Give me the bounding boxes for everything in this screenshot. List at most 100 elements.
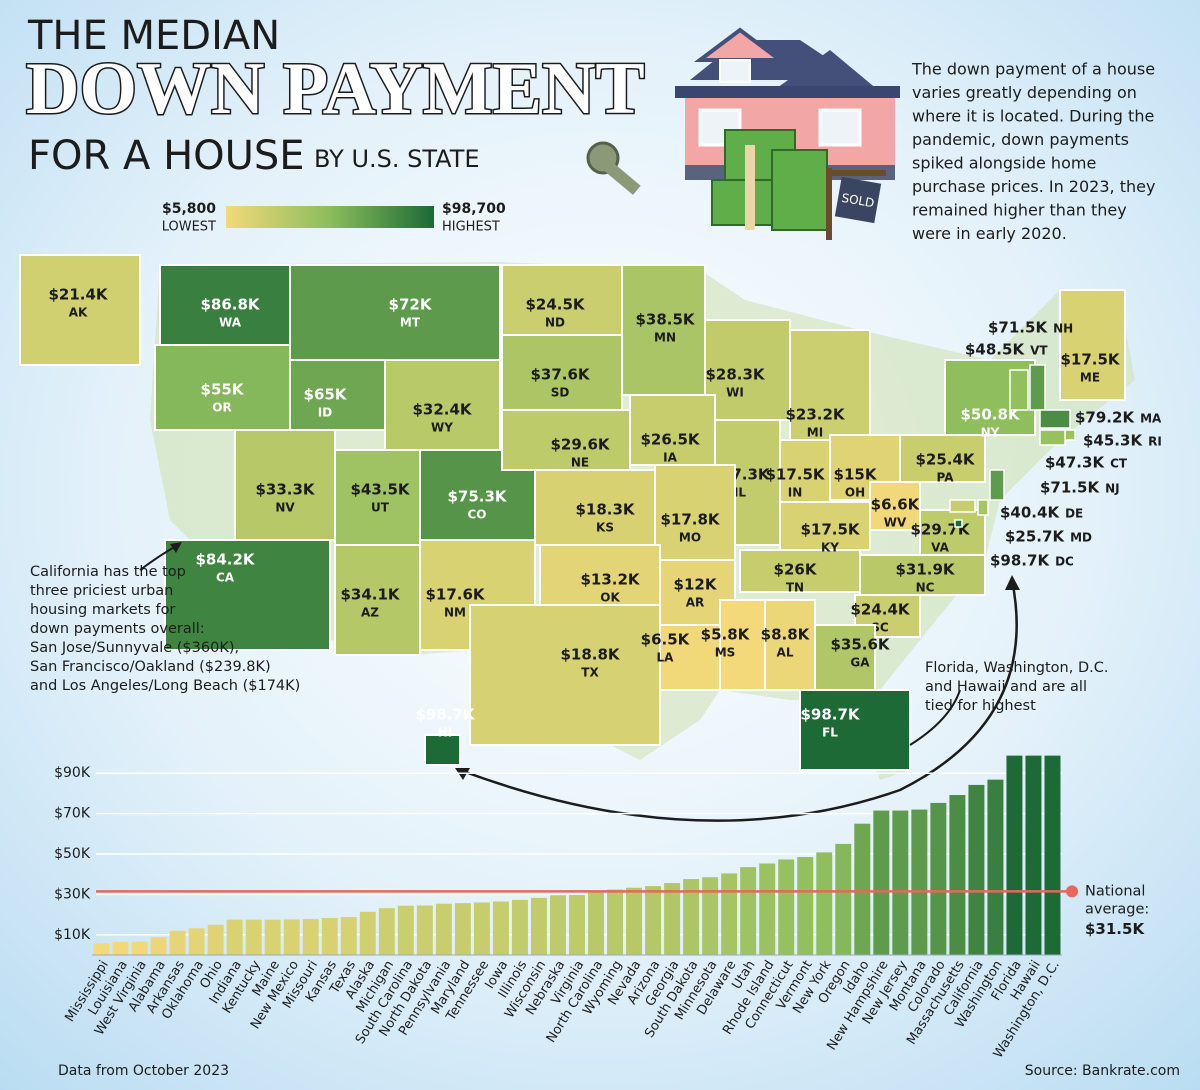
bar <box>721 873 738 955</box>
state-abbr: MO <box>679 531 701 545</box>
state-shape <box>154 344 291 431</box>
bar <box>150 937 167 955</box>
state-value-label: $8.8K <box>761 626 811 644</box>
title-line: FOR A HOUSE <box>28 133 305 179</box>
bar <box>302 919 319 955</box>
state-shape <box>1039 409 1071 429</box>
california-note: California has the top <box>30 564 186 580</box>
state-abbr: AR <box>686 596 705 610</box>
money-stacks <box>711 129 828 231</box>
state-abbr: FL <box>822 726 838 740</box>
bar <box>569 895 585 955</box>
state-abbr: NV <box>275 501 295 515</box>
state-abbr: NM <box>444 606 466 620</box>
title-main: DOWN PAYMENT <box>26 48 645 130</box>
state-shape <box>334 544 421 656</box>
state-value-label: $40.4K <box>1000 504 1060 522</box>
state-value-label: $35.6K <box>830 636 890 654</box>
state-shape <box>289 264 501 361</box>
sign-text: SOLD <box>840 191 875 211</box>
state-shape <box>424 734 461 766</box>
intro-line: remained higher than they <box>912 201 1127 220</box>
state-value-label: $75.3K <box>447 488 507 506</box>
y-tick-label: $10K <box>54 927 91 943</box>
state-value-label: $38.5K <box>635 311 695 329</box>
state-abbr: WA <box>219 316 242 330</box>
bar <box>588 890 605 955</box>
state-abbr: DE <box>1065 507 1083 521</box>
house-illustration <box>586 27 900 195</box>
california-note: and Los Angeles/Long Beach ($174K) <box>30 678 300 694</box>
state-abbr: KY <box>821 541 839 555</box>
intro-line: where it is located. During the <box>912 107 1154 126</box>
state-value-label: $79.2K <box>1075 409 1135 427</box>
state-value-label: $37.6K <box>530 366 590 384</box>
state-shape <box>859 554 986 596</box>
intro-text: The down payment of a house varies greatl… <box>911 60 1155 244</box>
state-abbr: HI <box>438 726 453 740</box>
state-shape <box>764 599 816 691</box>
state-shape <box>501 409 631 471</box>
state-shape <box>1029 364 1046 411</box>
bar <box>607 889 624 955</box>
state-abbr: NE <box>571 456 589 470</box>
california-note: three priciest urban <box>30 583 173 599</box>
bar <box>759 863 776 955</box>
state-value-label: $12K <box>674 576 718 594</box>
bar <box>816 852 833 955</box>
state-value-label: $6.5K <box>641 631 691 649</box>
state-abbr: IN <box>788 486 803 500</box>
state-abbr: OK <box>600 591 620 605</box>
legend-max-label: $98,700 <box>442 201 506 217</box>
state-abbr: UT <box>371 501 390 515</box>
state-value-label: $98.7K <box>800 706 860 724</box>
state-abbr: IL <box>734 486 746 500</box>
bar <box>188 928 205 955</box>
state-value-label: $33.3K <box>255 481 315 499</box>
state-value-label: $98.7K <box>990 552 1050 570</box>
bar <box>530 897 547 955</box>
average-marker <box>1066 885 1078 898</box>
bar <box>473 902 490 955</box>
legend: $5,800 LOWEST $98,700 HIGHEST <box>162 201 506 235</box>
bar <box>835 843 852 955</box>
map: $21.4K AK $86.8K WA $72K MT $24.5K ND $38.5K MN $5… <box>19 254 1162 780</box>
footer-source: Source: Bankrate.com <box>1025 1063 1180 1079</box>
y-tick-label: $30K <box>54 886 91 902</box>
state-shape <box>19 254 141 366</box>
bar <box>949 795 966 955</box>
state-shape <box>1009 369 1029 411</box>
state-shape <box>779 501 871 551</box>
bar <box>511 899 528 955</box>
bar <box>1044 755 1061 955</box>
bar <box>340 917 357 955</box>
state-shape <box>799 689 911 771</box>
average-text: average: <box>1085 901 1149 917</box>
state-shape <box>469 604 661 746</box>
state-shape <box>949 499 976 513</box>
state-abbr: TN <box>786 581 804 595</box>
y-tick-label: $90K <box>54 765 91 781</box>
state-shape <box>164 539 331 651</box>
state-value-label: $29.6K <box>550 436 610 454</box>
average-text: National <box>1085 883 1145 899</box>
state-shape <box>779 439 831 511</box>
state-shape <box>659 624 721 691</box>
state-value-label: $17.8K <box>660 511 720 529</box>
bar <box>873 810 890 955</box>
state-value-label: $45.3K <box>1083 432 1143 450</box>
state-value-label: $21.4K <box>48 286 108 304</box>
state-value-label: $71.5K <box>988 319 1048 337</box>
state-abbr: RI <box>1148 435 1162 449</box>
legend-min-text: LOWEST <box>162 220 216 235</box>
california-note: down payments overall: <box>30 621 205 637</box>
footer-note: Data from October 2023 <box>58 1063 229 1079</box>
state-value-label: $34.1K <box>340 586 400 604</box>
notes: California has the top three priciest urb… <box>30 542 1108 822</box>
title-line: THE MEDIAN <box>27 13 280 59</box>
state-shape <box>789 329 871 441</box>
state-abbr: TX <box>581 666 599 680</box>
state-value-label: $65K <box>304 386 348 404</box>
state-value-label: $13.2K <box>580 571 640 589</box>
